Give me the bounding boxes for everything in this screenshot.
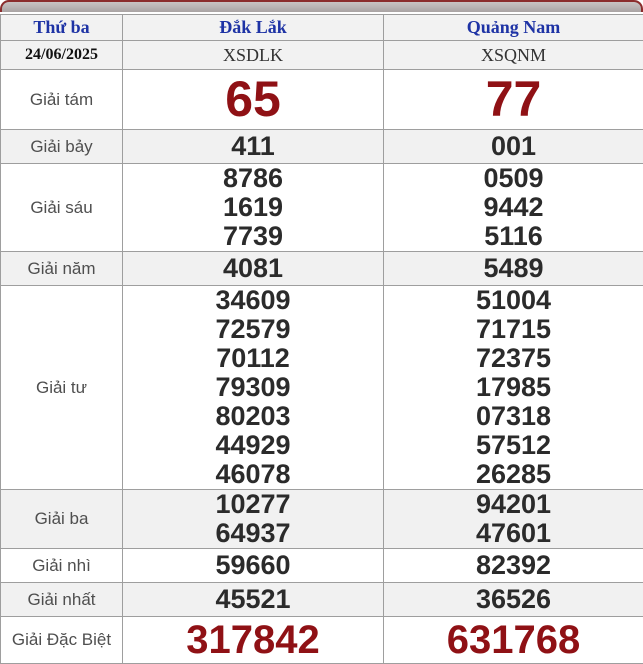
prize-number: 5116 (384, 222, 643, 251)
prize-number: 80203 (123, 402, 383, 431)
prize-number: 64937 (123, 519, 383, 548)
prize-number: 34609 (123, 286, 383, 315)
prize-numbers-quang-nam: 82392 (384, 549, 643, 583)
prize-number: 79309 (123, 373, 383, 402)
prize-numbers-dak-lak: 59660 (123, 549, 384, 583)
prize-label: Giải tám (1, 70, 123, 130)
prize-number: 59660 (123, 551, 383, 580)
prize-number: 77 (384, 71, 643, 128)
station-code-xsdlk[interactable]: XSDLK (123, 41, 384, 70)
prize-number: 0509 (384, 164, 643, 193)
prize-label: Giải năm (1, 252, 123, 286)
province-link-dak-lak[interactable]: Đắk Lắk (123, 15, 384, 41)
prize-number: 46078 (123, 460, 383, 489)
station-code-xsqnm[interactable]: XSQNM (384, 41, 643, 70)
prize-number: 72579 (123, 315, 383, 344)
prize-number: 7739 (123, 222, 383, 251)
prize-label: Giải nhì (1, 549, 123, 583)
prize-number: 51004 (384, 286, 643, 315)
prize-number: 70112 (123, 344, 383, 373)
prize-number: 9442 (384, 193, 643, 222)
prize-number: 65 (123, 71, 383, 128)
prize-number: 44929 (123, 431, 383, 460)
prize-number: 82392 (384, 551, 643, 580)
prize-number: 4081 (123, 254, 383, 283)
prize-numbers-quang-nam: 631768 (384, 617, 643, 664)
prize-number: 10277 (123, 490, 383, 519)
lottery-results-table: Thứ ba Đắk Lắk Quảng Nam 24/06/2025 XSDL… (0, 14, 643, 664)
prize-number: 631768 (384, 617, 643, 663)
prize-number: 36526 (384, 585, 643, 614)
prize-numbers-quang-nam: 5489 (384, 252, 643, 286)
prize-numbers-dak-lak: 65 (123, 70, 384, 130)
prize-numbers-dak-lak: 411 (123, 130, 384, 164)
prize-number: 001 (384, 132, 643, 161)
prize-numbers-quang-nam: 77 (384, 70, 643, 130)
prize-label: Giải tư (1, 286, 123, 490)
prize-number: 411 (123, 132, 383, 161)
prize-number: 47601 (384, 519, 643, 548)
prize-label: Giải ba (1, 490, 123, 549)
date-row: 24/06/2025 XSDLK XSQNM (1, 41, 643, 70)
prize-number: 72375 (384, 344, 643, 373)
prize-number: 45521 (123, 585, 383, 614)
prize-label: Giải sáu (1, 164, 123, 252)
prize-numbers-dak-lak: 4081 (123, 252, 384, 286)
prize-number: 94201 (384, 490, 643, 519)
prize-label: Giải Đặc Biệt (1, 617, 123, 664)
prize-number: 17985 (384, 373, 643, 402)
prize-number: 57512 (384, 431, 643, 460)
prize-numbers-dak-lak: 317842 (123, 617, 384, 664)
prize-numbers-dak-lak: 45521 (123, 583, 384, 617)
weekday-link[interactable]: Thứ ba (1, 15, 123, 41)
prize-number: 5489 (384, 254, 643, 283)
prize-numbers-quang-nam: 36526 (384, 583, 643, 617)
prize-number: 8786 (123, 164, 383, 193)
prize-number: 1619 (123, 193, 383, 222)
prize-label: Giải bảy (1, 130, 123, 164)
panel-top-bar (0, 0, 643, 12)
prize-numbers-quang-nam: 001 (384, 130, 643, 164)
province-link-quang-nam[interactable]: Quảng Nam (384, 15, 643, 41)
prize-number: 71715 (384, 315, 643, 344)
header-row: Thứ ba Đắk Lắk Quảng Nam (1, 15, 643, 41)
prize-number: 07318 (384, 402, 643, 431)
draw-date: 24/06/2025 (1, 41, 123, 70)
prize-label: Giải nhất (1, 583, 123, 617)
prize-number: 26285 (384, 460, 643, 489)
prize-number: 317842 (123, 617, 383, 663)
